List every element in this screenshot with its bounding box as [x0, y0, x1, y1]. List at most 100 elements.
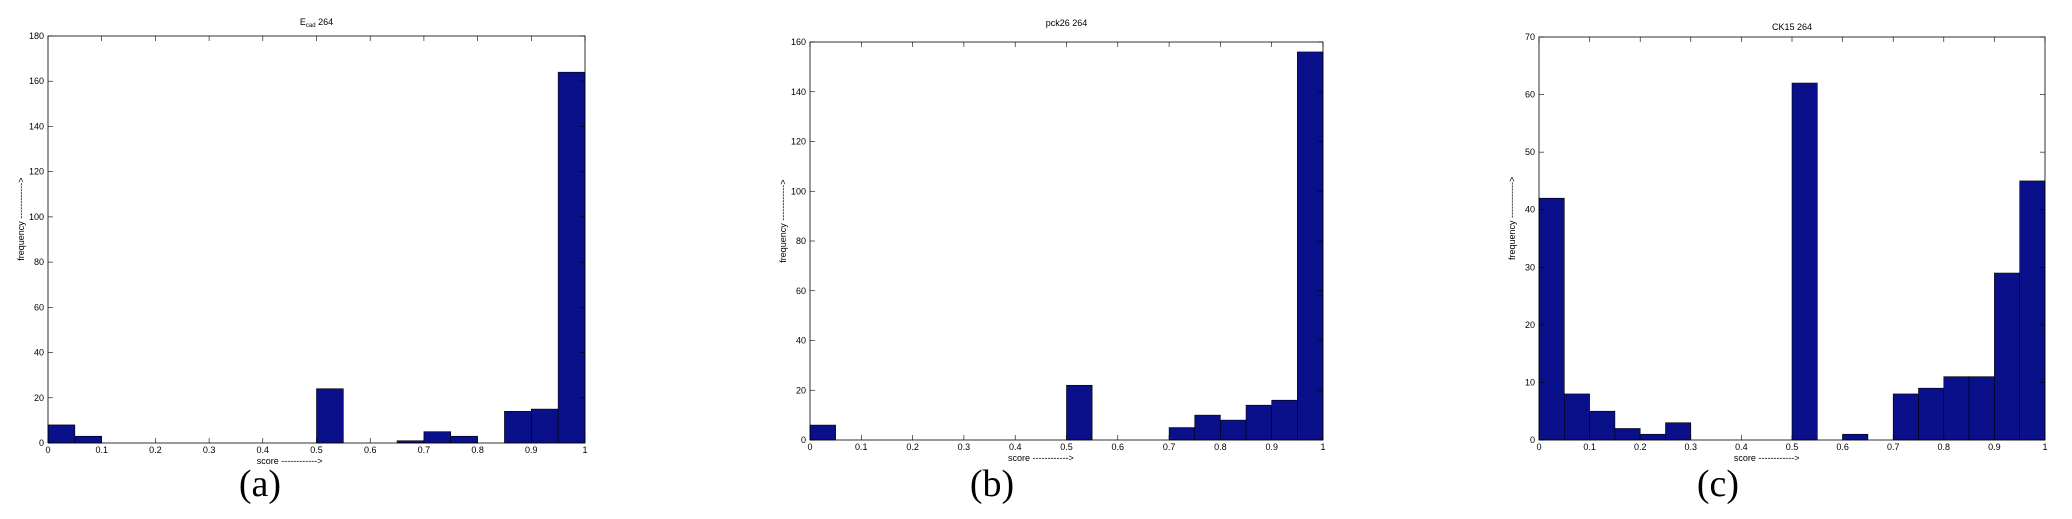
histogram-bar: [1066, 384, 1093, 441]
chart-panel-b: 0 0.1 0.2 0.3 0.4 0.5 0.6 0.7 0.8 0.9 1 0 20 40 60 80 10…: [760, 0, 1360, 470]
y-tick-label: 20: [34, 393, 44, 403]
y-tick-label: 0: [801, 435, 806, 445]
x-tick-label: 0.9: [1988, 442, 2001, 452]
histogram-bar: [809, 424, 836, 441]
histogram-bar: [1168, 427, 1196, 441]
y-tick-label: 120: [29, 167, 44, 177]
x-tick-label: 0.7: [1163, 442, 1176, 452]
chart-title: Ecad 264: [300, 17, 333, 29]
y-tick-label: 60: [34, 302, 44, 312]
x-tick-label: 0.6: [1112, 442, 1125, 452]
y-tick-label: 60: [796, 286, 806, 296]
histogram-bar: [530, 408, 559, 444]
histogram-bar: [1245, 404, 1272, 441]
plot-frame: [47, 35, 586, 444]
histogram-bar: [1614, 428, 1641, 441]
histogram-c: 0 0.1 0.2 0.3 0.4 0.5 0.6 0.7 0.8 0.9 101020304050…: [1507, 22, 2048, 463]
y-tick-label: 160: [29, 76, 44, 86]
x-tick-label: 0.7: [418, 445, 431, 455]
x-tick-label: 1: [582, 445, 587, 455]
y-tick-label: 100: [29, 212, 44, 222]
y-tick-label: 20: [796, 385, 806, 395]
y-axis-label: frequency ------------>: [778, 179, 788, 262]
x-axis-label: score ------------>: [257, 456, 323, 466]
histogram-bar: [1918, 387, 1945, 441]
histogram-bar: [1589, 410, 1616, 441]
x-tick-label: 1: [2042, 442, 2047, 452]
y-tick-label: 0: [1530, 435, 1535, 445]
chart-panel-a: 0 0.1 0.2 0.3 0.4 0.5 0.6 0.7 0.8 0.9 1 0 20 40 60 80 10…: [0, 0, 600, 470]
y-tick-label: 10: [1525, 377, 1535, 387]
histogram-bar: [74, 435, 102, 444]
x-tick-label: 0.1: [95, 445, 108, 455]
y-tick-label: 20: [1525, 320, 1535, 330]
x-tick-label: 0.1: [1583, 442, 1596, 452]
x-tick-label: 0.7: [1887, 442, 1900, 452]
y-tick-label: 70: [1525, 32, 1535, 42]
histogram-bar: [423, 431, 452, 444]
histogram-bar: [1271, 399, 1298, 441]
x-tick-label: 0.5: [310, 445, 323, 455]
x-tick-label: 0: [45, 445, 50, 455]
plot-frame: [809, 41, 1324, 441]
y-axis-label: frequency ------------>: [16, 178, 26, 261]
x-tick-label: 0: [1536, 442, 1541, 452]
x-tick-label: 0.4: [257, 445, 270, 455]
histogram-bar: [1564, 393, 1590, 441]
y-tick-label: 80: [796, 236, 806, 246]
x-tick-label: 0: [807, 442, 812, 452]
histogram-bar: [1665, 422, 1692, 441]
x-tick-label: 1: [1320, 442, 1325, 452]
histogram-bar: [2019, 180, 2046, 441]
title-rest: 264: [316, 17, 334, 27]
histogram-bar: [1538, 197, 1565, 441]
histogram-bar: [1943, 376, 1970, 441]
histogram-bar: [1968, 376, 1995, 441]
x-tick-label: 0.8: [471, 445, 484, 455]
chart-panel-c: 0 0.1 0.2 0.3 0.4 0.5 0.6 0.7 0.8 0.9 1 0 10 20 30 40 50…: [1500, 0, 2072, 470]
y-tick-label: 180: [29, 31, 44, 41]
x-tick-label: 0.9: [525, 445, 538, 455]
caption-b: (b): [969, 463, 1015, 505]
y-tick-label: 80: [34, 257, 44, 267]
x-tick-label: 0.3: [203, 445, 216, 455]
histogram-bar: [1297, 51, 1324, 441]
y-tick-label: 60: [1525, 90, 1535, 100]
y-tick-label: 0: [39, 438, 44, 448]
x-tick-label: 0.3: [958, 442, 971, 452]
x-tick-label: 0.6: [1836, 442, 1849, 452]
histogram-bar: [1994, 272, 2020, 441]
title-subscript: cad: [306, 23, 316, 29]
y-axis-label: frequency ------------>: [1507, 177, 1517, 260]
x-tick-label: 0.8: [1938, 442, 1951, 452]
y-tick-label: 100: [791, 186, 806, 196]
x-tick-label: 0.9: [1265, 442, 1278, 452]
x-tick-label: 0.5: [1786, 442, 1799, 452]
x-tick-label: 0.2: [906, 442, 919, 452]
histogram-a: 0 0.1 0.2 0.3 0.4 0.5 0.6 0.7 0.8 0.9 1 0 20 40 60 80 10…: [16, 17, 588, 466]
histogram-bar: [1220, 419, 1247, 441]
y-tick-label: 40: [34, 348, 44, 358]
x-tick-label: 0.2: [149, 445, 162, 455]
x-tick-label: 0.6: [364, 445, 377, 455]
y-tick-label: 40: [796, 336, 806, 346]
x-tick-label: 0.4: [1735, 442, 1748, 452]
x-tick-label: 0.5: [1060, 442, 1073, 452]
histogram-bar: [504, 411, 532, 444]
histogram-bar: [47, 424, 76, 444]
histogram-b: 0 0.1 0.2 0.3 0.4 0.5 0.6 0.7 0.8 0.9 1 0 20 40 60 80 10…: [778, 18, 1326, 463]
histogram-bar: [1194, 414, 1221, 441]
y-tick-label: 50: [1525, 147, 1535, 157]
x-axis-label: score ------------>: [1734, 453, 1800, 463]
caption-a: (a): [238, 463, 282, 505]
chart-title: pck26 264: [1046, 18, 1088, 28]
x-tick-label: 0.2: [1634, 442, 1647, 452]
x-axis-label: score ------------>: [1008, 453, 1074, 463]
y-tick-label: 30: [1525, 262, 1535, 272]
y-tick-label: 120: [791, 137, 806, 147]
y-tick-label: 160: [791, 37, 806, 47]
x-tick-label: 0.1: [855, 442, 868, 452]
y-tick-label: 40: [1525, 205, 1535, 215]
histogram-bar: [1892, 393, 1919, 441]
chart-title: CK15 264: [1772, 22, 1812, 32]
